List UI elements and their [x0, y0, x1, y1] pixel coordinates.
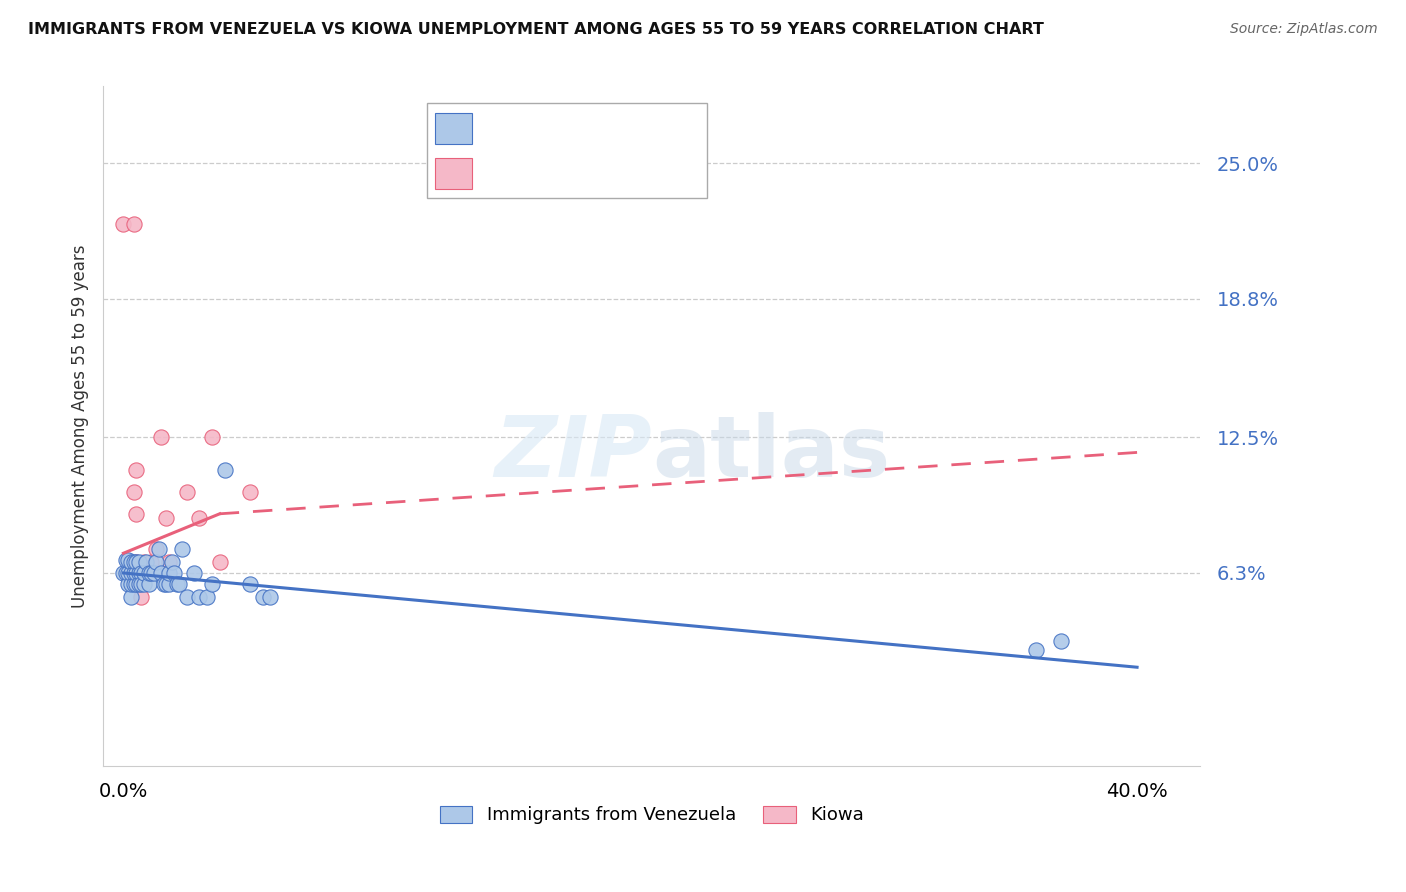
Point	[201, 430, 224, 444]
Point	[122, 577, 145, 591]
Point	[1025, 642, 1047, 657]
Y-axis label: Unemployment Among Ages 55 to 59 years: Unemployment Among Ages 55 to 59 years	[72, 244, 89, 607]
Point	[150, 566, 173, 580]
Point	[214, 463, 236, 477]
Point	[201, 577, 224, 591]
Point	[138, 566, 160, 580]
Point	[122, 555, 145, 569]
Legend: Immigrants from Venezuela, Kiowa: Immigrants from Venezuela, Kiowa	[433, 798, 870, 831]
Point	[132, 555, 155, 569]
Point	[128, 577, 150, 591]
Point	[135, 555, 157, 569]
Point	[120, 566, 142, 580]
Point	[252, 590, 274, 604]
Point	[132, 566, 155, 580]
Point	[115, 566, 138, 580]
Point	[112, 218, 135, 232]
Point	[176, 484, 198, 499]
Point	[125, 566, 148, 580]
Point	[141, 555, 163, 569]
Point	[129, 590, 152, 604]
Point	[120, 577, 142, 591]
Point	[1050, 634, 1073, 648]
Point	[195, 590, 218, 604]
Point	[155, 577, 177, 591]
Point	[120, 590, 142, 604]
Point	[163, 566, 186, 580]
Point	[125, 577, 148, 591]
Point	[170, 541, 193, 556]
Point	[208, 555, 231, 569]
Point	[117, 577, 139, 591]
Point	[166, 577, 188, 591]
Point	[122, 218, 145, 232]
Point	[188, 590, 211, 604]
Point	[157, 566, 180, 580]
Text: atlas: atlas	[652, 412, 890, 495]
Point	[157, 577, 180, 591]
Point	[145, 555, 167, 569]
Point	[148, 541, 170, 556]
Point	[141, 566, 163, 580]
Text: ZIP: ZIP	[494, 412, 652, 495]
Point	[128, 566, 150, 580]
Point	[157, 555, 180, 569]
Point	[259, 590, 281, 604]
Point	[122, 566, 145, 580]
Point	[117, 566, 139, 580]
Point	[153, 577, 176, 591]
Point	[167, 577, 190, 591]
Point	[176, 590, 198, 604]
Point	[132, 566, 155, 580]
Point	[125, 555, 148, 569]
Point	[145, 541, 167, 556]
Point	[155, 511, 177, 525]
Point	[125, 463, 148, 477]
Point	[122, 484, 145, 499]
Point	[183, 566, 205, 580]
Point	[115, 553, 138, 567]
Point	[125, 507, 148, 521]
Point	[150, 430, 173, 444]
Point	[239, 577, 262, 591]
Point	[128, 577, 150, 591]
Text: IMMIGRANTS FROM VENEZUELA VS KIOWA UNEMPLOYMENT AMONG AGES 55 TO 59 YEARS CORREL: IMMIGRANTS FROM VENEZUELA VS KIOWA UNEMP…	[28, 22, 1045, 37]
Point	[135, 566, 157, 580]
Point	[160, 555, 183, 569]
Point	[129, 577, 152, 591]
Point	[117, 553, 139, 567]
Point	[128, 555, 150, 569]
Point	[120, 555, 142, 569]
Point	[120, 566, 142, 580]
Point	[239, 484, 262, 499]
Point	[188, 511, 211, 525]
Point	[125, 555, 148, 569]
Point	[138, 566, 160, 580]
Point	[132, 577, 155, 591]
Point	[129, 566, 152, 580]
Point	[138, 577, 160, 591]
Point	[112, 566, 135, 580]
Text: Source: ZipAtlas.com: Source: ZipAtlas.com	[1230, 22, 1378, 37]
Point	[142, 566, 165, 580]
